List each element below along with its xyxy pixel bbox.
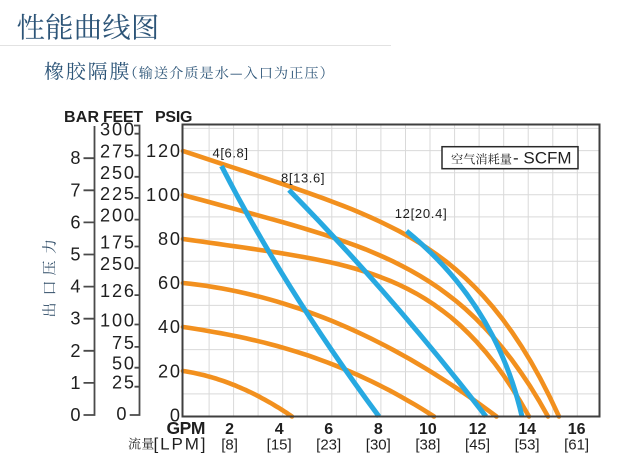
svg-text:14: 14 bbox=[518, 421, 536, 438]
svg-text:[45]: [45] bbox=[465, 437, 490, 454]
svg-text:[23]: [23] bbox=[316, 437, 341, 454]
svg-text:0: 0 bbox=[116, 404, 126, 424]
svg-text:250: 250 bbox=[100, 163, 134, 183]
svg-text:10: 10 bbox=[419, 421, 437, 438]
svg-text:275: 275 bbox=[100, 141, 134, 161]
svg-text:- SCFM: - SCFM bbox=[513, 149, 572, 168]
svg-text:GPM: GPM bbox=[167, 418, 206, 438]
svg-text:40: 40 bbox=[158, 317, 180, 337]
svg-text:80: 80 bbox=[158, 229, 180, 249]
svg-text:225: 225 bbox=[100, 184, 134, 204]
svg-text:8: 8 bbox=[70, 148, 80, 168]
svg-text:4[6.8]: 4[6.8] bbox=[213, 146, 249, 161]
svg-text:12[20.4]: 12[20.4] bbox=[395, 206, 447, 221]
svg-text:[53]: [53] bbox=[515, 437, 540, 454]
svg-text:8: 8 bbox=[374, 421, 383, 438]
svg-text:[8]: [8] bbox=[221, 437, 238, 454]
svg-text:[15]: [15] bbox=[267, 437, 292, 454]
svg-text:0: 0 bbox=[170, 406, 180, 426]
svg-text:[61]: [61] bbox=[564, 437, 589, 454]
svg-text:PSIG: PSIG bbox=[155, 109, 193, 126]
svg-text:5: 5 bbox=[70, 245, 80, 265]
svg-text:12: 12 bbox=[469, 421, 487, 438]
svg-text:3: 3 bbox=[70, 309, 80, 329]
svg-text:8[13.6]: 8[13.6] bbox=[281, 171, 325, 186]
svg-text:100: 100 bbox=[146, 185, 180, 205]
svg-text:100: 100 bbox=[100, 311, 134, 331]
svg-text:7: 7 bbox=[70, 180, 80, 200]
svg-text:6: 6 bbox=[70, 212, 80, 232]
svg-text:1: 1 bbox=[70, 373, 80, 393]
svg-text:250: 250 bbox=[100, 254, 134, 274]
svg-text:[LPM]: [LPM] bbox=[154, 435, 206, 454]
svg-text:175: 175 bbox=[100, 233, 134, 253]
svg-text:16: 16 bbox=[568, 421, 586, 438]
svg-text:6: 6 bbox=[324, 421, 333, 438]
svg-text:75: 75 bbox=[112, 333, 134, 353]
svg-text:300: 300 bbox=[100, 120, 134, 140]
svg-text:200: 200 bbox=[100, 206, 134, 226]
svg-text:50: 50 bbox=[112, 354, 134, 374]
svg-text:2: 2 bbox=[70, 341, 80, 361]
svg-text:60: 60 bbox=[158, 273, 180, 293]
svg-text:FEET: FEET bbox=[103, 109, 143, 126]
svg-text:20: 20 bbox=[158, 361, 180, 381]
svg-text:120: 120 bbox=[146, 141, 180, 161]
svg-text:BAR: BAR bbox=[64, 109, 99, 126]
svg-text:25: 25 bbox=[112, 373, 134, 393]
svg-text:[30]: [30] bbox=[366, 437, 391, 454]
svg-text:4: 4 bbox=[275, 421, 284, 438]
svg-text:4: 4 bbox=[70, 277, 80, 297]
svg-text:2: 2 bbox=[225, 421, 234, 438]
svg-text:0: 0 bbox=[70, 405, 80, 425]
svg-text:126: 126 bbox=[100, 281, 134, 301]
svg-text:[38]: [38] bbox=[415, 437, 440, 454]
